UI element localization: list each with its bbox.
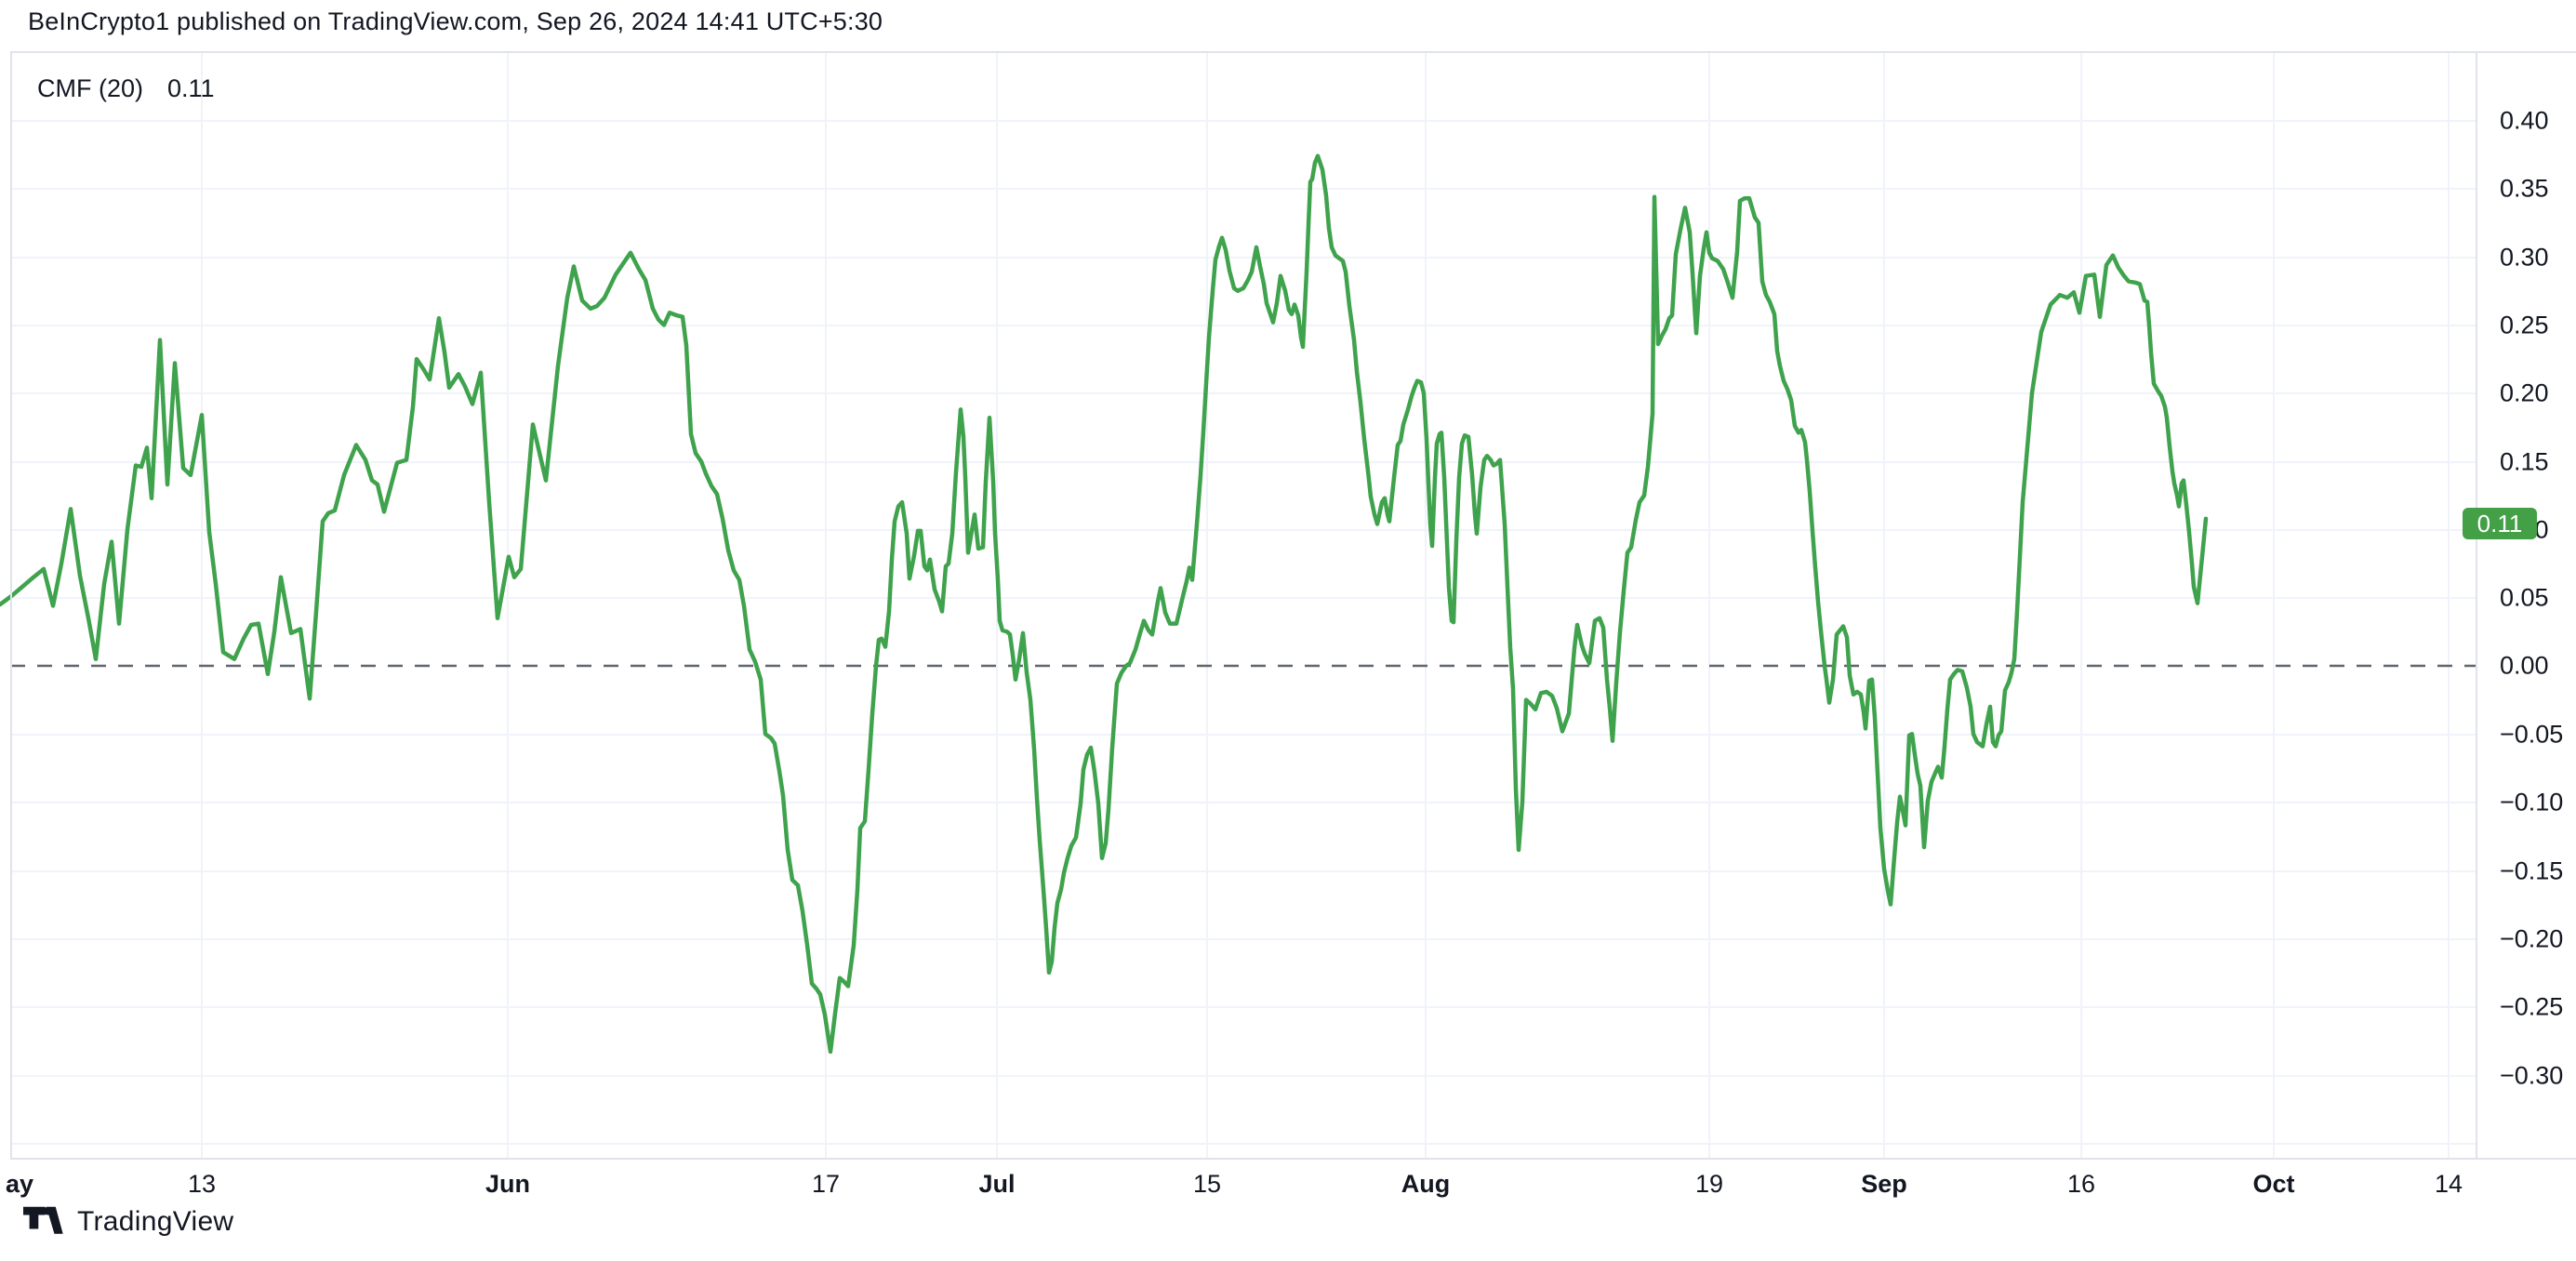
time-axis-label: 17 <box>811 1170 841 1198</box>
tradingview-icon <box>23 1206 63 1234</box>
price-axis-label: −0.10 <box>2500 788 2564 816</box>
snapshot-title: BeInCrypto1 published on TradingView.com… <box>28 7 883 35</box>
time-axis-label: Jul <box>978 1170 1016 1198</box>
time-axis-label: ay <box>6 1170 34 1198</box>
price-axis-label: −0.25 <box>2500 992 2564 1021</box>
pane-border-bottom <box>10 1158 2576 1160</box>
price-axis-label: 0.40 <box>2500 106 2549 135</box>
last-value-badge: 0.11 <box>2463 508 2537 539</box>
price-axis-label: 0.25 <box>2500 311 2549 339</box>
cmf-series-line <box>0 153 2209 1055</box>
price-axis-label: 0.00 <box>2500 651 2549 680</box>
pane-border-top <box>10 51 2576 53</box>
time-axis-label: Jun <box>485 1170 531 1198</box>
tradingview-wordmark: TradingView <box>77 1206 234 1237</box>
price-axis-label: −0.15 <box>2500 856 2564 885</box>
price-axis-label: 0.30 <box>2500 243 2549 272</box>
time-axis-label: Oct <box>2252 1170 2295 1198</box>
time-axis-label: 13 <box>187 1170 217 1198</box>
indicator-legend[interactable]: CMF (20) 0.11 <box>37 74 215 103</box>
time-axis-label: Aug <box>1401 1170 1451 1198</box>
indicator-value: 0.11 <box>167 74 215 102</box>
pane-border-left <box>10 51 12 1158</box>
last-value-text: 0.11 <box>2476 509 2523 538</box>
time-axis-label: Sep <box>1861 1170 1907 1198</box>
time-axis-label: 16 <box>2066 1170 2096 1198</box>
price-axis-separator[interactable] <box>2476 51 2477 1158</box>
price-axis-label: 0.15 <box>2500 447 2549 476</box>
indicator-name: CMF (20) <box>37 74 143 102</box>
price-axis-label: 0.35 <box>2500 174 2549 203</box>
price-axis-label: −0.30 <box>2500 1061 2564 1090</box>
time-axis-label: 14 <box>2434 1170 2463 1198</box>
price-axis-label: 0.20 <box>2500 378 2549 407</box>
time-axis-label: 15 <box>1192 1170 1222 1198</box>
price-axis-label: 0.05 <box>2500 583 2549 612</box>
price-axis-label: −0.05 <box>2500 720 2564 749</box>
time-axis-label: 19 <box>1694 1170 1724 1198</box>
footer-branding[interactable]: TradingView <box>23 1203 233 1241</box>
price-axis-label: −0.20 <box>2500 924 2564 953</box>
